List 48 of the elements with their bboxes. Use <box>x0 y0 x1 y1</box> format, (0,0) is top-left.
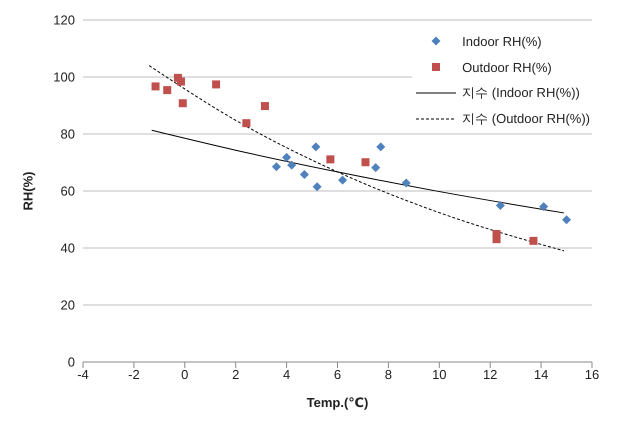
x-axis-title: Temp.(℃) <box>306 395 368 410</box>
x-tick-label: 14 <box>534 367 548 382</box>
point <box>402 178 411 188</box>
point <box>212 80 220 88</box>
point <box>529 236 538 245</box>
point <box>562 215 572 224</box>
x-tick-label: 2 <box>232 367 240 382</box>
legend-label: Indoor RH(%) <box>462 34 542 48</box>
x-tick-label: -2 <box>128 367 140 382</box>
point <box>311 142 320 152</box>
y-tick-label: 80 <box>60 126 75 142</box>
point <box>176 78 185 86</box>
point <box>152 82 160 90</box>
point <box>361 158 370 166</box>
point <box>371 163 380 172</box>
point <box>282 152 292 162</box>
y-axis-title: RH(%) <box>20 172 36 210</box>
y-tick-label: 20 <box>60 298 75 313</box>
point <box>376 142 386 152</box>
x-tick-label: 0 <box>181 367 188 382</box>
y-tick-label: 0 <box>68 354 75 370</box>
x-tick-label: -4 <box>77 367 89 382</box>
point <box>496 201 505 210</box>
point <box>272 162 281 172</box>
point <box>287 160 296 170</box>
x-tick-label: 10 <box>432 367 447 382</box>
point <box>539 202 548 212</box>
x-tick-label: 6 <box>334 367 342 382</box>
x-tick-label: 4 <box>282 367 290 382</box>
point <box>260 102 269 110</box>
y-tick-label: 40 <box>60 240 75 256</box>
point <box>326 155 334 164</box>
legend-label: 지수 (Outdoor RH(%)) <box>462 110 590 128</box>
point <box>178 99 187 108</box>
legend-label: 지수 (Indoor RH(%)) <box>462 84 580 102</box>
point <box>242 119 250 128</box>
point <box>492 235 501 244</box>
y-tick-label: 120 <box>53 12 75 28</box>
y-tick-label: 60 <box>60 184 75 199</box>
x-tick-label: 12 <box>482 367 498 382</box>
point <box>338 176 348 185</box>
point <box>312 182 322 192</box>
point <box>163 86 172 94</box>
y-tick-label: 100 <box>53 70 75 85</box>
x-tick-label: 16 <box>584 367 600 382</box>
x-tick-label: 8 <box>384 367 392 382</box>
point <box>300 170 309 179</box>
legend-label: Outdoor RH(%) <box>462 60 552 74</box>
